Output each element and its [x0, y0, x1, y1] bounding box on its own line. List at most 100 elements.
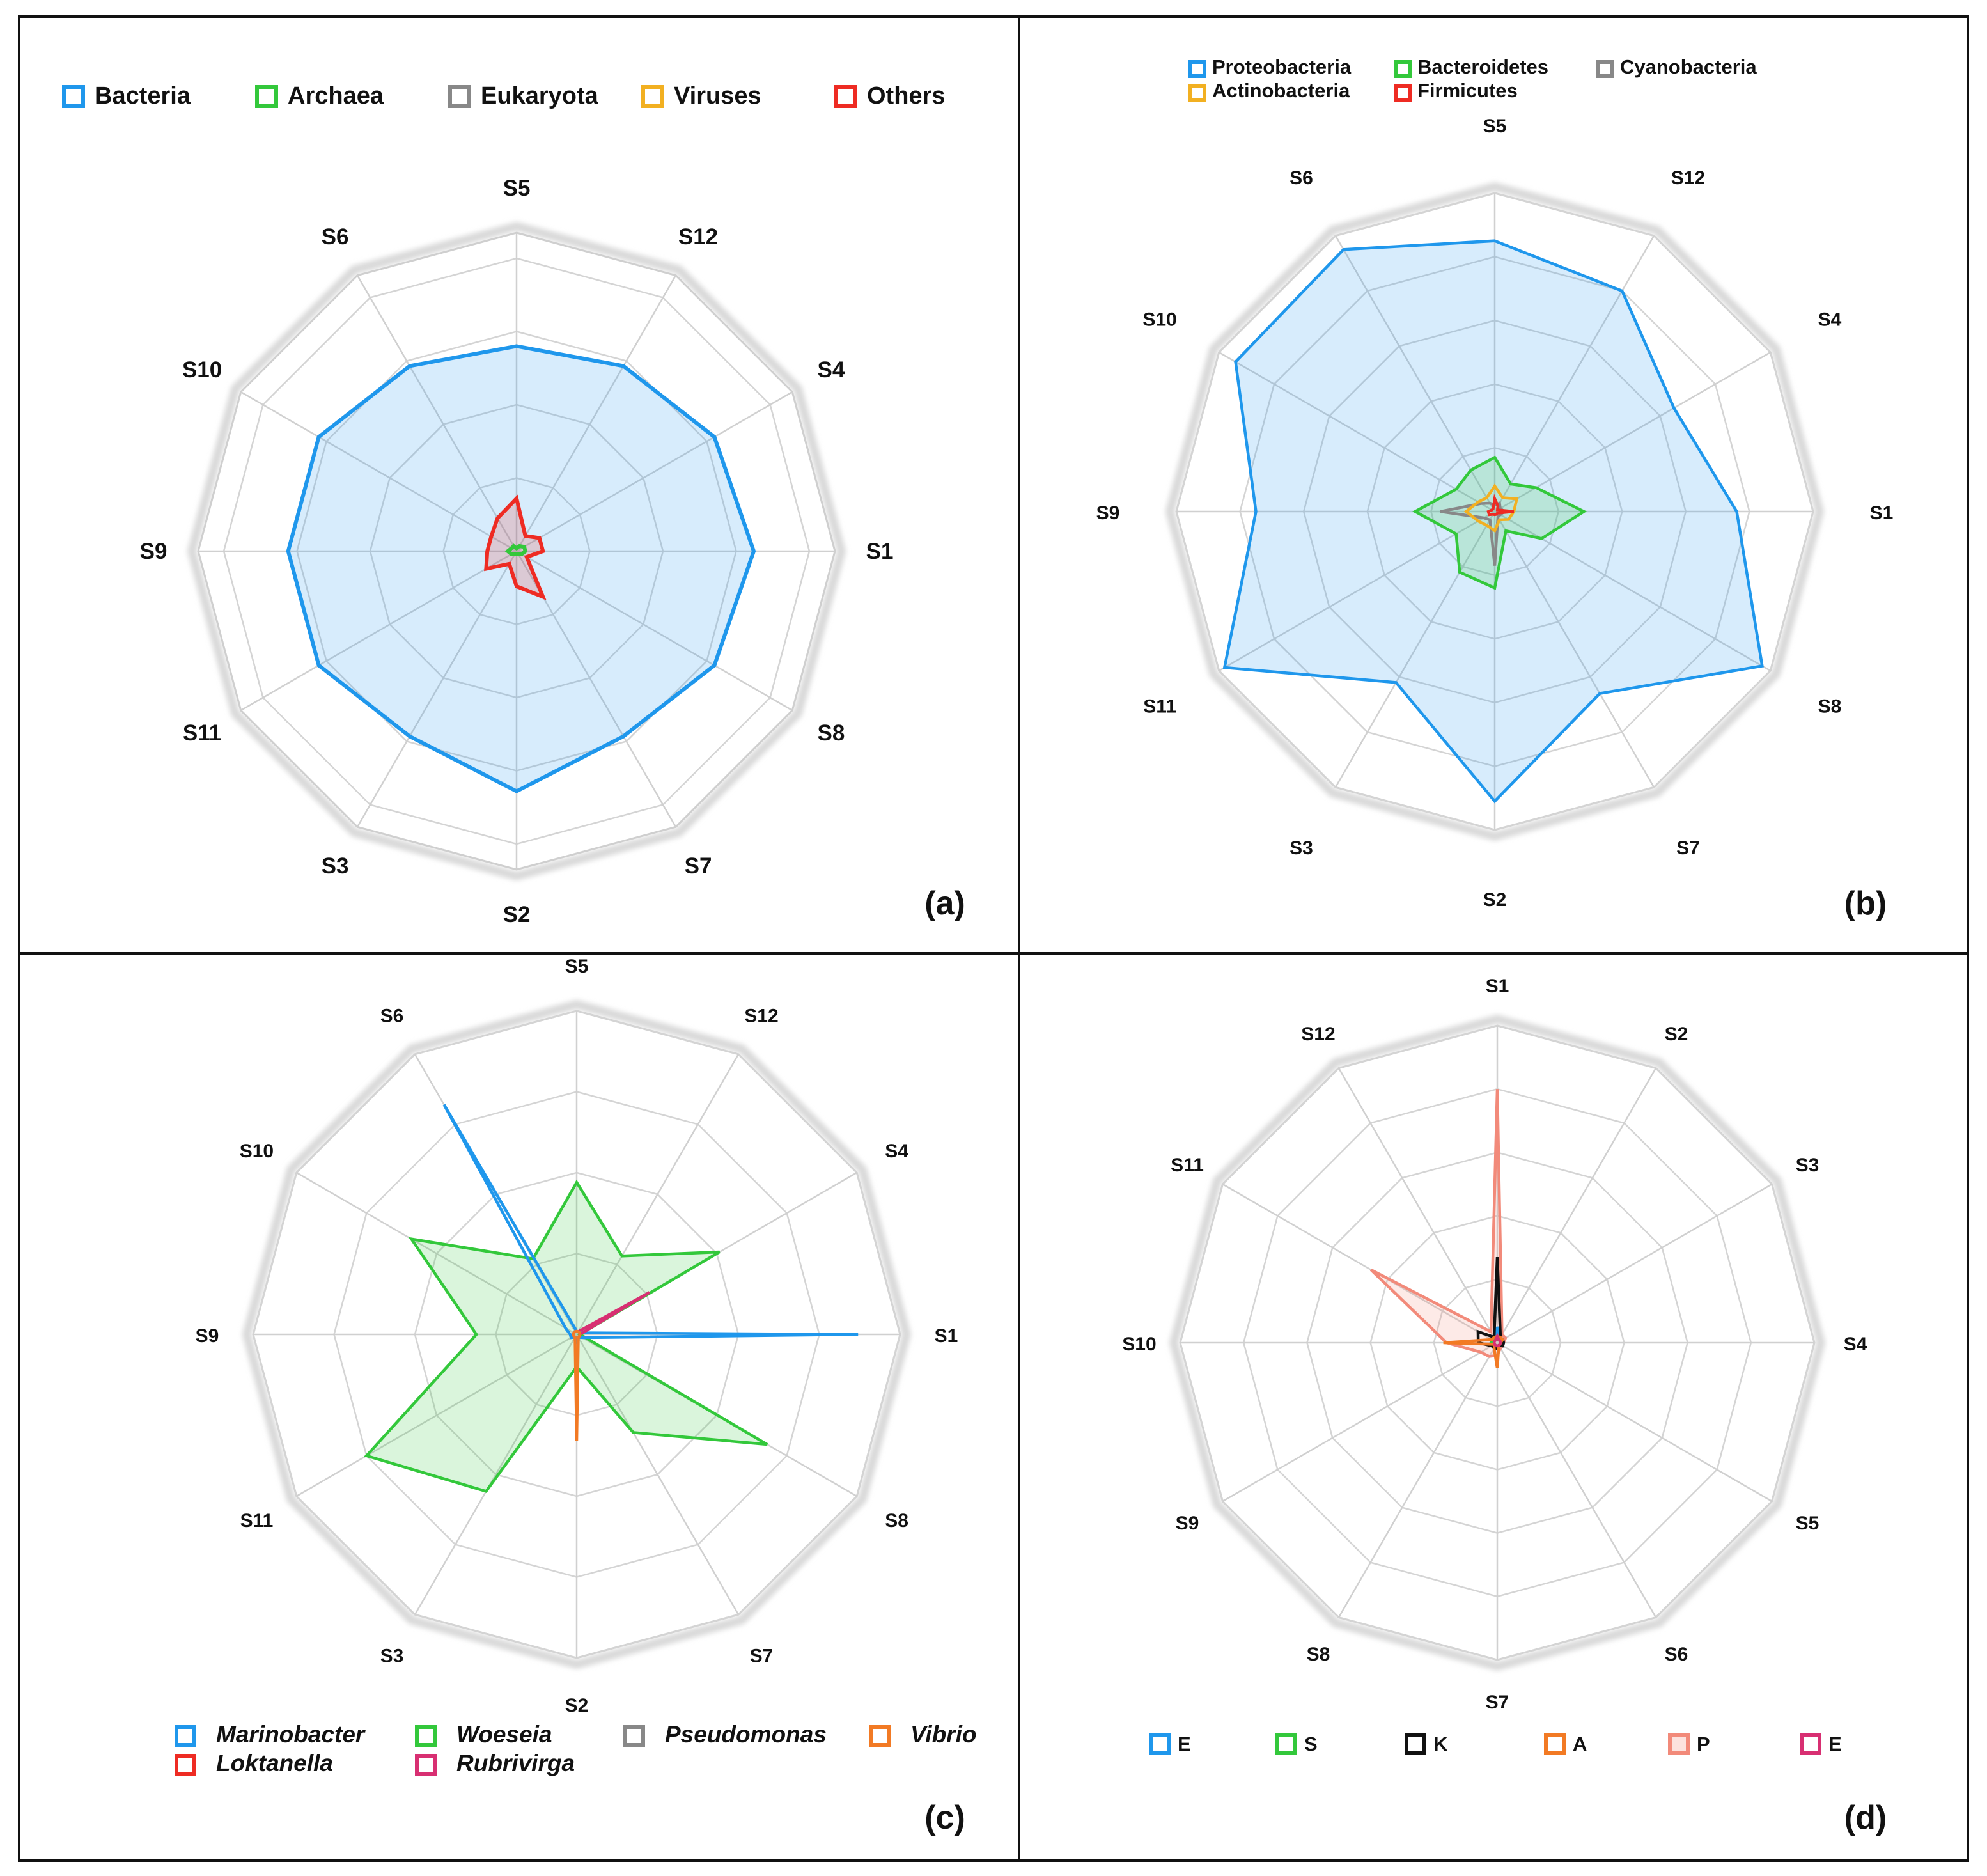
spoke-s10: [296, 1171, 577, 1336]
axis-label-s3: S3: [1796, 1155, 1819, 1176]
legend-label-others: Others: [867, 82, 945, 109]
axis-label-s6: S6: [1665, 1644, 1688, 1665]
axis-label-s10: S10: [1122, 1334, 1156, 1355]
legend-swatch-proteobacteria: [1188, 60, 1206, 78]
legend-swatch-woeseia: [415, 1725, 437, 1747]
legend-label-viruses: Viruses: [674, 82, 761, 109]
legend-swatch-e: [1800, 1733, 1821, 1755]
axis-label-s11: S11: [1171, 1155, 1204, 1176]
spoke-s4: [1494, 351, 1771, 513]
axis-label-s12: S12: [678, 224, 718, 249]
grid-ring-shadow: [1169, 1014, 1826, 1671]
radar-panel-b: S5 S12 S4 S1 S8 S7 S2 S3 S11 S9 S10 S6 Proteobacteri…: [1096, 56, 1894, 922]
legend-swatch-s: [1275, 1733, 1297, 1755]
legend-label-rubrivirga: Rubrivirga: [456, 1750, 575, 1776]
legend-label-cyanobacteria: Cyanobacteria: [1620, 56, 1757, 78]
legend-swatch-viruses: [641, 85, 664, 108]
spoke-s9: [1222, 1341, 1498, 1503]
spoke-s12: [515, 275, 677, 552]
axis-label-s8: S8: [1818, 696, 1842, 717]
legend: Bacteria Archaea Eukaryota Viruses Others: [62, 82, 945, 109]
axis-label-s11: S11: [1143, 696, 1176, 717]
spoke-s7: [575, 1334, 740, 1615]
axis-label-s8: S8: [817, 721, 845, 746]
axis-label-s6: S6: [1290, 168, 1313, 189]
series-e-polygon: [1492, 1333, 1502, 1348]
legend-label-bacteroidetes: Bacteroidetes: [1417, 56, 1548, 78]
axis-label-s8: S8: [885, 1510, 908, 1531]
spoke-s5: [1497, 1341, 1773, 1503]
legend-label-eukaryota: Eukaryota: [481, 82, 599, 109]
axis-label-s9: S9: [1176, 1513, 1199, 1534]
axis-label-s9: S9: [196, 1325, 219, 1347]
axis-label-s3: S3: [380, 1646, 404, 1667]
axis-label-s12: S12: [1671, 168, 1705, 189]
axis-label-s12: S12: [744, 1005, 778, 1026]
legend-swatch-cyanobacteria: [1596, 60, 1614, 78]
series-actinobacteria-polygon: [1463, 483, 1519, 533]
spoke-s12: [1493, 235, 1655, 512]
spoke-s6: [1496, 1342, 1657, 1618]
axis-label-s1: S1: [866, 539, 894, 564]
axis-label-s3: S3: [1290, 838, 1313, 859]
axis-label-s1: S1: [935, 1325, 958, 1347]
legend-swatch-a: [1544, 1733, 1566, 1755]
axis-label-s5: S5: [1483, 116, 1507, 137]
legend-label-archaea: Archaea: [288, 82, 384, 109]
axis-label-s2: S2: [503, 902, 531, 927]
series-proteobacteria-polygon: [1222, 239, 1764, 804]
legend-label-woeseia: Woeseia: [456, 1721, 552, 1747]
spoke-s11: [1222, 1183, 1498, 1344]
series-a-polygon: [1443, 1334, 1505, 1369]
spoke-s11: [296, 1333, 577, 1497]
axis-label-s5: S5: [565, 956, 589, 977]
spoke-s7: [1493, 511, 1655, 788]
axis-label-s9: S9: [140, 539, 168, 564]
axis-label-s10: S10: [240, 1141, 274, 1162]
axis-label-s7: S7: [1486, 1692, 1509, 1713]
legend-label-loktanella: Loktanella: [216, 1750, 333, 1776]
axis-label-s4: S4: [1844, 1334, 1867, 1355]
legend-swatch-bacteroidetes: [1394, 60, 1412, 78]
legend-swatch-eukaryota: [448, 85, 471, 108]
radar-panel-c: S5 S12 S4 S1 S8 S7 S2 S3 S11 S9 S10 S6 Marinobacter W…: [175, 956, 976, 1836]
legend-label-marinobacter: Marinobacter: [216, 1721, 366, 1747]
panel-tag: (d): [1844, 1799, 1887, 1836]
grid-ring-shadow: [242, 999, 912, 1669]
spoke-s12: [1337, 1067, 1499, 1343]
panel-tag: (c): [924, 1799, 965, 1836]
axis-label-s6: S6: [380, 1005, 404, 1026]
series-cyanobacteria-polygon: [1440, 501, 1507, 566]
figure-border: [18, 15, 1969, 1862]
panel-tag: (a): [924, 885, 965, 922]
legend-swatch-bacteria: [62, 85, 85, 108]
legend-label-a: A: [1573, 1733, 1587, 1755]
legend-swatch-loktanella: [175, 1754, 196, 1776]
axis-label-s4: S4: [817, 357, 845, 382]
spoke-s6: [1334, 235, 1496, 512]
radar-panel-d: S1 S2 S3 S4 S5 S6 S7 S8 S9 S10 S11 S12 E S K A P E (d): [1122, 976, 1887, 1836]
axis-label-s11: S11: [240, 1510, 274, 1531]
axis-label-s2: S2: [565, 1695, 589, 1716]
axis-label-s10: S10: [182, 357, 222, 382]
legend-swatch-e: [1149, 1733, 1171, 1755]
legend-label-e: E: [1178, 1733, 1191, 1755]
series-firmicutes-polygon: [1486, 494, 1515, 517]
spoke-s10: [1219, 351, 1495, 513]
spoke-s12: [575, 1054, 740, 1335]
legend-swatch-p: [1668, 1733, 1690, 1755]
spoke-s4: [516, 391, 793, 552]
axis-label-s4: S4: [885, 1141, 908, 1162]
axis-label-s2: S2: [1483, 889, 1507, 911]
radar-panel-a: S5 S12 S4 S1 S8 S7 S2 S3 S11 S9 S10 S6 Bacteria Archa…: [62, 82, 965, 927]
legend-swatch-others: [834, 85, 857, 108]
grid-ring-shadow: [187, 221, 846, 881]
legend-swatch-archaea: [255, 85, 278, 108]
legend-label-firmicutes: Firmicutes: [1417, 79, 1518, 102]
legend: Marinobacter Woeseia Pseudomonas Vibrio Lokt…: [175, 1721, 976, 1776]
legend-swatch-pseudomonas: [623, 1725, 645, 1747]
legend-swatch-rubrivirga: [415, 1754, 437, 1776]
spoke-s2: [1496, 1067, 1657, 1343]
